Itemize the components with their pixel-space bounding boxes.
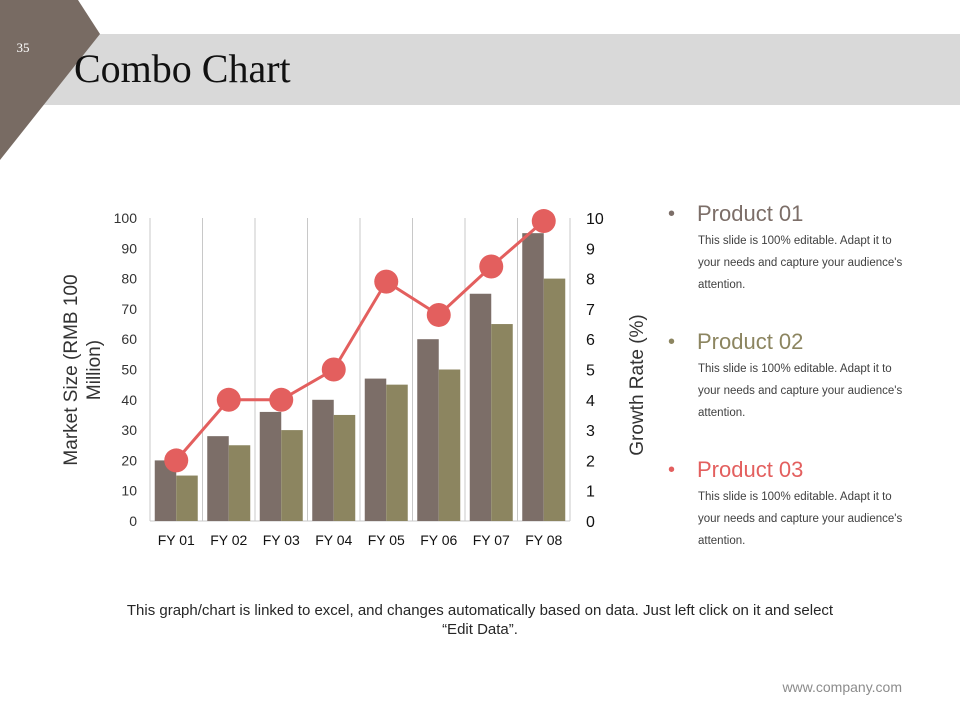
corner-decoration (0, 0, 100, 160)
y2-tick-label: 6 (586, 332, 595, 349)
x-tick-label: FY 01 (158, 532, 195, 548)
bar-product-01 (259, 411, 282, 521)
title-band (0, 34, 960, 105)
y-tick-label: 30 (121, 422, 137, 438)
y2-tick-label: 5 (586, 363, 595, 380)
y2-tick-label: 10 (586, 211, 604, 228)
line-point (531, 209, 556, 234)
line-point (479, 254, 504, 279)
legend-title: Product 02 (697, 329, 804, 354)
y-tick-label: 100 (114, 210, 138, 226)
bar-product-01 (522, 233, 544, 521)
x-tick-label: FY 03 (263, 532, 300, 548)
y2-tick-label: 2 (586, 453, 595, 470)
legend-description: This slide is 100% editable. Adapt it to… (698, 235, 903, 291)
y2-tick-label: 4 (586, 393, 595, 410)
x-tick-label: FY 06 (420, 532, 457, 548)
y2-tick-label: 8 (586, 272, 595, 289)
bullet-icon: • (668, 331, 676, 353)
x-tick-label: FY 04 (315, 532, 352, 548)
bar-product-01 (364, 378, 387, 521)
line-point (426, 302, 451, 327)
bar-product-01 (154, 460, 177, 521)
y-tick-label: 90 (121, 240, 137, 256)
bar-product-01 (312, 399, 334, 521)
slide-number: 35 (16, 40, 30, 55)
legend-title: Product 03 (697, 457, 804, 482)
y2-tick-label: 9 (586, 241, 595, 258)
y-tick-label: 50 (121, 362, 137, 378)
bullet-icon: • (668, 459, 676, 481)
y-axis-title-line: Market Size (RMB 100 (61, 274, 82, 465)
bar-product-01 (207, 436, 229, 521)
y-tick-label: 60 (121, 331, 137, 347)
y-tick-label: 0 (129, 513, 137, 529)
x-tick-label: FY 08 (525, 532, 562, 548)
line-point (216, 387, 241, 412)
y-tick-label: 80 (121, 271, 137, 287)
x-tick-label: FY 02 (210, 532, 247, 548)
bar-product-02 (543, 278, 566, 521)
y-tick-label: 70 (121, 301, 137, 317)
line-point (374, 269, 399, 294)
line-point (321, 357, 346, 382)
y2-tick-label: 3 (586, 423, 595, 440)
x-tick-label: FY 05 (368, 532, 405, 548)
y-tick-label: 20 (121, 452, 137, 468)
bar-product-02 (228, 445, 251, 521)
page-title: Combo Chart (74, 46, 291, 91)
y-tick-label: 10 (121, 483, 137, 499)
y-axis-title-line: Million) (84, 340, 105, 400)
line-point (164, 448, 189, 473)
bar-product-01 (469, 293, 492, 521)
bar-product-01 (417, 339, 439, 521)
y2-axis-title: Growth Rate (%) (627, 314, 648, 455)
y2-tick-label: 0 (586, 514, 595, 531)
legend-description: This slide is 100% editable. Adapt it to… (698, 363, 903, 419)
line-point (269, 387, 294, 412)
bullet-icon: • (668, 203, 676, 225)
bar-product-02 (176, 475, 198, 521)
y-axis-title: Market Size (RMB 100 Million) (61, 274, 105, 465)
legend-title: Product 01 (697, 201, 804, 226)
bar-product-02 (386, 384, 408, 521)
footer-url: www.company.com (782, 679, 902, 695)
x-tick-label: FY 07 (473, 532, 510, 548)
chart-caption: This graph/chart is linked to excel, and… (126, 602, 834, 638)
y2-tick-label: 1 (586, 484, 595, 501)
bar-product-02 (438, 369, 461, 521)
bar-product-02 (491, 324, 513, 521)
y-tick-label: 40 (121, 392, 137, 408)
bar-product-02 (333, 414, 356, 521)
y2-tick-label: 7 (586, 302, 595, 319)
legend-description: This slide is 100% editable. Adapt it to… (698, 491, 903, 547)
bar-product-02 (281, 430, 303, 521)
combo-chart: 0 10 20 30 40 50 60 70 80 90 100 0 1 2 3 4 5 6 7 8 9 10 FY 01 F… (61, 209, 648, 548)
